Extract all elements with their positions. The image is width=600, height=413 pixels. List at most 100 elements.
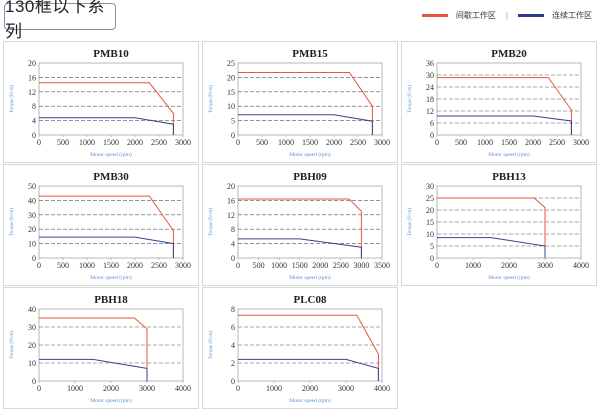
y-tick-label: 40 xyxy=(28,305,36,314)
x-tick-label: 1000 xyxy=(79,261,95,270)
x-tick-label: 2000 xyxy=(501,261,517,270)
chart-svg: PBH18 0 10 20 30 40 0 1000 2000 3000 4000 Motor spe… xyxy=(10,294,191,404)
y-tick-label: 15 xyxy=(426,218,434,227)
x-tick-label: 1000 xyxy=(278,138,294,147)
y-tick-label: 10 xyxy=(28,359,36,368)
x-tick-label: 1000 xyxy=(266,384,282,393)
x-tick-label: 0 xyxy=(236,384,240,393)
x-tick-label: 3000 xyxy=(338,384,354,393)
y-tick-label: 6 xyxy=(231,323,235,332)
chart-svg: PMB10 0 4 8 12 16 20 0 500 1000 1500 2000 2500 3000 Mo… xyxy=(10,48,191,158)
intermittent-zone-line xyxy=(238,314,379,381)
continuous-zone-line xyxy=(39,117,174,135)
x-tick-label: 2000 xyxy=(525,138,541,147)
continuous-zone-line xyxy=(238,238,362,258)
chart-svg: PMB15 0 5 10 15 20 25 0 500 1000 1500 2000 2500 3000 M… xyxy=(209,48,390,158)
x-tick-label: 3000 xyxy=(175,261,191,270)
x-tick-label: 2000 xyxy=(312,261,328,270)
chart-title: PMB30 xyxy=(93,171,129,183)
y-tick-label: 0 xyxy=(32,377,36,386)
x-tick-label: 500 xyxy=(57,261,69,270)
continuous-zone-line xyxy=(437,237,546,258)
x-tick-label: 3000 xyxy=(139,384,155,393)
y-axis-label: Torque (N·m) xyxy=(209,85,214,113)
y-tick-label: 20 xyxy=(28,341,36,350)
chart-panel-pmb15: PMB15 0 5 10 15 20 25 0 500 1000 1500 2000 2500 3000 M… xyxy=(202,41,398,163)
chart-panel-pmb10: PMB10 0 4 8 12 16 20 0 500 1000 1500 2000 2500 3000 Mo… xyxy=(3,41,199,163)
y-tick-label: 16 xyxy=(227,196,235,205)
y-axis-label: Torque (N·m) xyxy=(10,331,15,359)
y-axis-label: Torque (N·m) xyxy=(209,331,214,359)
x-tick-label: 3500 xyxy=(374,261,390,270)
y-tick-label: 18 xyxy=(426,95,434,104)
chart-svg: PLC08 0 2 4 6 8 0 1000 2000 3000 4000 Motor speed (… xyxy=(209,294,390,404)
x-tick-label: 1000 xyxy=(271,261,287,270)
x-tick-label: 0 xyxy=(37,384,41,393)
y-tick-label: 0 xyxy=(32,254,36,263)
x-tick-label: 500 xyxy=(455,138,467,147)
y-tick-label: 12 xyxy=(227,211,235,220)
y-tick-label: 4 xyxy=(32,117,36,126)
x-tick-label: 1000 xyxy=(67,384,83,393)
y-tick-label: 10 xyxy=(227,102,235,111)
chart-panel-pbh18: PBH18 0 10 20 30 40 0 1000 2000 3000 4000 Motor spe… xyxy=(3,287,199,409)
intermittent-zone-line xyxy=(238,72,373,135)
x-tick-label: 2500 xyxy=(333,261,349,270)
x-tick-label: 500 xyxy=(253,261,265,270)
x-tick-label: 0 xyxy=(435,261,439,270)
x-tick-label: 3000 xyxy=(374,138,390,147)
y-tick-label: 5 xyxy=(231,117,235,126)
continuous-zone-line xyxy=(238,114,373,135)
x-tick-label: 4000 xyxy=(374,384,390,393)
x-tick-label: 0 xyxy=(236,138,240,147)
continuous-zone-line xyxy=(39,236,174,258)
y-tick-label: 20 xyxy=(426,206,434,215)
continuous-zone-line xyxy=(437,115,572,135)
y-tick-label: 8 xyxy=(231,305,235,314)
y-axis-label: Torque (N·m) xyxy=(10,208,15,236)
x-axis-label: Motor speed (rpm) xyxy=(488,274,530,281)
y-tick-label: 20 xyxy=(227,182,235,191)
y-tick-label: 2 xyxy=(231,359,235,368)
x-axis-label: Motor speed (rpm) xyxy=(90,274,132,281)
x-tick-label: 0 xyxy=(236,261,240,270)
x-tick-label: 3000 xyxy=(537,261,553,270)
intermittent-zone-line xyxy=(238,198,362,258)
y-tick-label: 0 xyxy=(231,377,235,386)
y-axis-label: Torque (N·m) xyxy=(408,85,413,113)
x-tick-label: 2000 xyxy=(127,138,143,147)
y-axis-label: Torque (N·m) xyxy=(10,85,15,113)
x-tick-label: 2000 xyxy=(326,138,342,147)
x-tick-label: 500 xyxy=(256,138,268,147)
y-tick-label: 10 xyxy=(426,230,434,239)
y-tick-label: 20 xyxy=(28,225,36,234)
y-tick-label: 30 xyxy=(426,71,434,80)
chart-panel-plc08: PLC08 0 2 4 6 8 0 1000 2000 3000 4000 Motor speed (… xyxy=(202,287,398,409)
y-tick-label: 50 xyxy=(28,182,36,191)
x-tick-label: 2000 xyxy=(302,384,318,393)
legend-label-intermittent: 间歇工作区 xyxy=(455,11,496,20)
x-tick-label: 2500 xyxy=(350,138,366,147)
y-axis-label: Torque (N·m) xyxy=(408,208,413,236)
continuous-zone-line xyxy=(39,358,148,381)
x-tick-label: 1500 xyxy=(302,138,318,147)
y-tick-label: 30 xyxy=(28,211,36,220)
x-axis-label: Motor speed (rpm) xyxy=(90,151,132,158)
y-axis-label: Torque (N·m) xyxy=(209,208,214,236)
intermittent-zone-line xyxy=(39,82,174,135)
x-axis-label: Motor speed (rpm) xyxy=(289,397,331,404)
x-tick-label: 1500 xyxy=(103,261,119,270)
x-tick-label: 0 xyxy=(37,138,41,147)
plot-frame xyxy=(237,185,383,259)
x-tick-label: 1500 xyxy=(292,261,308,270)
chart-panel-pmb30: PMB30 0 10 20 30 40 50 0 500 1000 1500 2000 2500 3000… xyxy=(3,164,199,286)
y-tick-label: 0 xyxy=(231,131,235,140)
y-tick-label: 25 xyxy=(426,194,434,203)
y-tick-label: 4 xyxy=(231,341,235,350)
legend: 间歇工作区 | 连续工作区 xyxy=(421,10,592,21)
y-tick-label: 5 xyxy=(430,242,434,251)
y-tick-label: 15 xyxy=(227,88,235,97)
chart-svg: PMB20 0 6 12 18 24 30 36 0 500 1000 1500 2000 2500 300… xyxy=(408,48,589,158)
x-tick-label: 1000 xyxy=(79,138,95,147)
x-tick-label: 3000 xyxy=(353,261,369,270)
